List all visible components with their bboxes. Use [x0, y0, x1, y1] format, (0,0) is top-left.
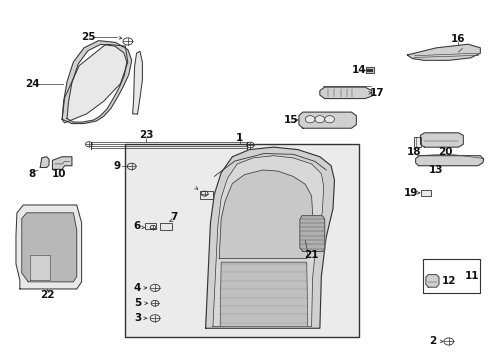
Bar — [413, 137, 421, 147]
Polygon shape — [415, 156, 483, 166]
Polygon shape — [62, 41, 131, 123]
Polygon shape — [205, 147, 334, 328]
Text: 11: 11 — [464, 271, 478, 281]
Text: 1: 1 — [236, 133, 243, 143]
Circle shape — [314, 116, 324, 123]
Polygon shape — [420, 133, 462, 147]
Polygon shape — [40, 157, 49, 167]
Text: 18: 18 — [406, 147, 420, 157]
Bar — [125, 144, 358, 337]
Text: 23: 23 — [139, 130, 153, 140]
Polygon shape — [319, 87, 371, 99]
Polygon shape — [220, 262, 307, 327]
Polygon shape — [132, 51, 142, 114]
Polygon shape — [407, 44, 479, 60]
Polygon shape — [219, 170, 312, 258]
Text: 15: 15 — [284, 115, 298, 125]
Text: 25: 25 — [81, 32, 95, 42]
Text: 14: 14 — [351, 65, 366, 75]
Polygon shape — [366, 67, 373, 73]
Polygon shape — [425, 275, 438, 287]
Text: 9: 9 — [113, 161, 120, 171]
Text: 3: 3 — [134, 313, 141, 323]
Polygon shape — [30, 255, 50, 280]
Polygon shape — [16, 205, 81, 289]
Text: 21: 21 — [304, 250, 318, 260]
Circle shape — [324, 116, 334, 123]
Text: 22: 22 — [40, 290, 55, 300]
Text: 13: 13 — [428, 165, 443, 175]
Text: 10: 10 — [52, 169, 66, 179]
Polygon shape — [212, 156, 323, 327]
Bar — [160, 223, 172, 230]
Bar — [420, 190, 430, 196]
Text: 19: 19 — [403, 188, 417, 198]
Text: 4: 4 — [134, 283, 141, 293]
Polygon shape — [52, 157, 72, 169]
Text: 24: 24 — [25, 78, 40, 89]
Polygon shape — [62, 44, 127, 123]
Bar — [145, 223, 156, 229]
Bar — [200, 191, 213, 199]
Text: 17: 17 — [369, 88, 383, 98]
Text: 16: 16 — [450, 34, 465, 44]
Text: 5: 5 — [134, 298, 141, 308]
Text: 8: 8 — [28, 169, 36, 179]
Polygon shape — [298, 112, 356, 128]
Text: 2: 2 — [428, 337, 436, 346]
Polygon shape — [22, 213, 77, 282]
Text: 7: 7 — [170, 212, 177, 222]
Circle shape — [305, 116, 314, 123]
Text: 6: 6 — [133, 221, 140, 231]
Text: 20: 20 — [437, 147, 451, 157]
Text: 12: 12 — [441, 276, 455, 286]
Bar — [422, 258, 479, 293]
Polygon shape — [299, 216, 324, 251]
